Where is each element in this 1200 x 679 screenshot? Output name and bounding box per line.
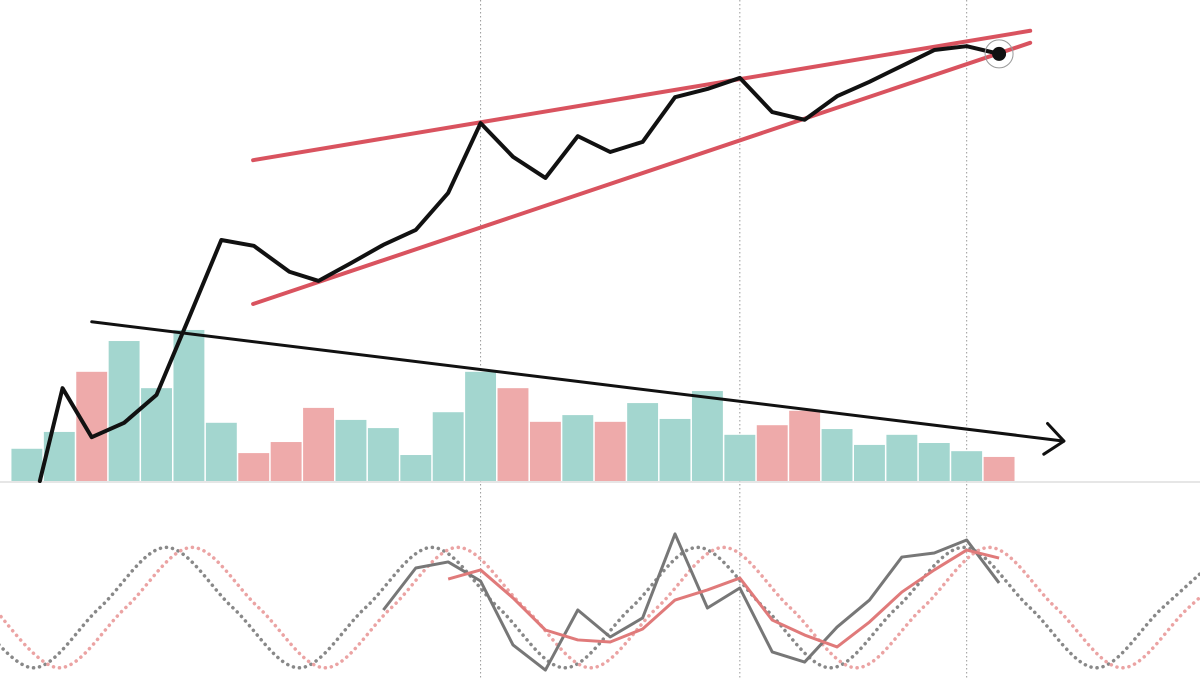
volume-bar [238, 453, 270, 481]
volume-bar [173, 329, 205, 481]
end-dot [992, 46, 1007, 61]
volume-bar [562, 415, 594, 481]
oscillator-wave [0, 545, 1200, 670]
volume-bar [951, 451, 983, 481]
volume-bar [205, 422, 237, 481]
volume-bar [303, 407, 335, 481]
volume-bar [432, 412, 464, 481]
oscillator-wave [0, 545, 1200, 670]
volume-bar [497, 388, 529, 481]
trend-line [251, 40, 1033, 306]
volume-bar [983, 456, 1015, 481]
oscillator-line [382, 532, 1001, 672]
volume-bar [886, 434, 918, 481]
volume-bar [465, 371, 497, 481]
volume-bar [724, 434, 756, 481]
arrow-head [1042, 421, 1066, 456]
volume-bar [335, 419, 367, 481]
trend-line [251, 28, 1033, 163]
trend-line [90, 320, 1066, 443]
volume-bar [659, 418, 691, 481]
volume-bar [691, 391, 723, 481]
volume-bar [854, 444, 885, 481]
oscillator-line [447, 548, 1000, 649]
volume-bar [789, 410, 821, 481]
volume-bar [594, 421, 626, 481]
volume-bar [400, 455, 432, 481]
volume-bar [367, 428, 399, 481]
end-ring [984, 39, 1014, 69]
volume-bar [627, 403, 659, 481]
volume-bar [529, 421, 561, 481]
volume-bar [821, 429, 853, 481]
volume-bar [108, 341, 140, 481]
price-line [37, 44, 1002, 483]
volume-bar [918, 443, 950, 481]
volume-bar [76, 371, 108, 481]
volume-bar [11, 448, 43, 481]
volume-bar [270, 442, 302, 481]
volume-bar [756, 425, 788, 481]
